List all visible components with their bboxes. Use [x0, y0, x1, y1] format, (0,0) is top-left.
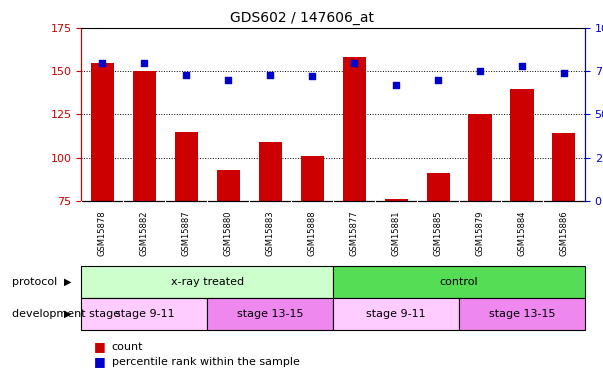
- Text: GSM15882: GSM15882: [140, 211, 149, 256]
- Text: development stage: development stage: [12, 309, 120, 319]
- Point: [182, 72, 191, 78]
- Bar: [426, 173, 450, 201]
- Text: control: control: [440, 277, 478, 287]
- Text: GSM15883: GSM15883: [266, 211, 275, 256]
- Text: ■: ■: [93, 356, 105, 368]
- Point: [475, 68, 485, 74]
- Text: GSM15878: GSM15878: [98, 211, 107, 256]
- Text: ▶: ▶: [64, 309, 71, 319]
- Text: percentile rank within the sample: percentile rank within the sample: [112, 357, 300, 367]
- Point: [517, 63, 527, 69]
- Text: GSM15885: GSM15885: [434, 211, 443, 256]
- FancyBboxPatch shape: [333, 266, 585, 298]
- Bar: [259, 142, 282, 201]
- Bar: [301, 156, 324, 201]
- Bar: [343, 57, 365, 201]
- Text: GSM15877: GSM15877: [350, 211, 359, 256]
- FancyBboxPatch shape: [207, 298, 333, 330]
- Text: protocol: protocol: [12, 277, 57, 287]
- FancyBboxPatch shape: [459, 298, 585, 330]
- Bar: [385, 199, 408, 201]
- Text: GSM15884: GSM15884: [517, 211, 526, 256]
- Text: GSM15881: GSM15881: [391, 211, 400, 256]
- FancyBboxPatch shape: [81, 266, 333, 298]
- Text: GSM15880: GSM15880: [224, 211, 233, 256]
- Text: GDS602 / 147606_at: GDS602 / 147606_at: [230, 11, 373, 25]
- Bar: [552, 134, 575, 201]
- FancyBboxPatch shape: [81, 298, 207, 330]
- Text: stage 9-11: stage 9-11: [115, 309, 174, 319]
- Text: GSM15888: GSM15888: [308, 211, 317, 256]
- Text: stage 13-15: stage 13-15: [237, 309, 303, 319]
- Point: [139, 60, 149, 66]
- Text: count: count: [112, 342, 143, 352]
- Text: GSM15887: GSM15887: [182, 211, 191, 256]
- Text: stage 9-11: stage 9-11: [366, 309, 426, 319]
- Bar: [216, 170, 240, 201]
- Point: [433, 77, 443, 83]
- Bar: [175, 132, 198, 201]
- Text: GSM15886: GSM15886: [560, 211, 569, 256]
- Point: [265, 72, 275, 78]
- Point: [391, 82, 401, 88]
- Bar: [469, 114, 491, 201]
- Text: ▶: ▶: [64, 277, 71, 287]
- Text: ■: ■: [93, 340, 105, 353]
- Point: [98, 60, 107, 66]
- Bar: [91, 63, 114, 201]
- FancyBboxPatch shape: [333, 298, 459, 330]
- Bar: [133, 71, 156, 201]
- Point: [349, 60, 359, 66]
- Point: [308, 74, 317, 80]
- Text: x-ray treated: x-ray treated: [171, 277, 244, 287]
- Bar: [510, 88, 534, 201]
- Text: GSM15879: GSM15879: [476, 211, 485, 256]
- Point: [224, 77, 233, 83]
- Point: [559, 70, 569, 76]
- Text: stage 13-15: stage 13-15: [488, 309, 555, 319]
